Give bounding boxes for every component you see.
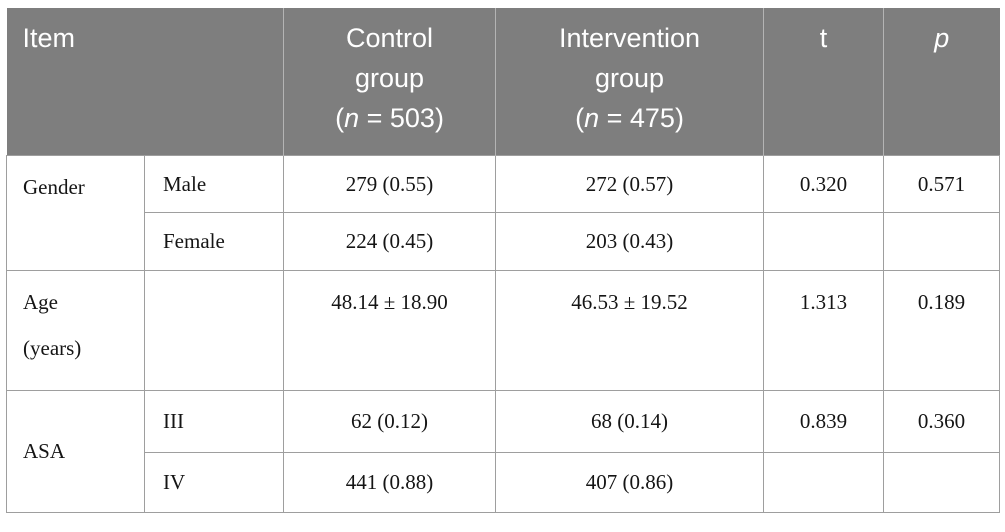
demographics-table: Item Control group (n = 503) Interventio… (6, 8, 1001, 513)
cell-sub-female: Female (143, 211, 285, 271)
cell-female-p-empty (883, 211, 1001, 271)
cell-female-control-value: 224 (0.45) (283, 211, 497, 271)
cell-asa-iii-control-value: 62 (0.12) (283, 389, 497, 453)
column-header-item: Item (6, 8, 284, 155)
column-header-p-value: p (883, 8, 1000, 155)
cell-sub-male: Male (143, 154, 285, 213)
t-label: t (819, 23, 828, 53)
cell-category-gender: Gender (6, 154, 145, 271)
table-row-age: Age (years) 48.14 ± 18.90 46.53 ± 19.52 … (6, 269, 1001, 391)
control-group-n: (n = 503) (335, 103, 444, 133)
cell-age-p-value: 0.189 (883, 269, 1001, 391)
cell-age-control-value: 48.14 ± 18.90 (283, 269, 497, 391)
cell-gender-p-value: 0.571 (883, 154, 1001, 213)
column-header-item-label: Item (22, 23, 76, 53)
cell-gender-t-value: 0.320 (763, 154, 885, 213)
column-header-intervention-group: Intervention group (n = 475) (495, 8, 764, 155)
cell-asa-iv-control-value: 441 (0.88) (283, 451, 497, 513)
cell-age-t-value: 1.313 (763, 269, 885, 391)
n-symbol: n (344, 103, 360, 133)
cell-age-intervention-value: 46.53 ± 19.52 (495, 269, 765, 391)
cell-category-asa: ASA (6, 389, 145, 513)
table-row-asa-iv: IV 441 (0.88) 407 (0.86) (7, 451, 1001, 513)
cell-male-control-value: 279 (0.55) (283, 154, 497, 213)
p-label: p (934, 23, 950, 53)
cell-asa-iv-t-empty (763, 451, 885, 513)
column-header-control-group: Control group (n = 503) (283, 8, 496, 155)
table-row-gender-male: Gender Male 279 (0.55) 272 (0.57) 0.320 … (6, 154, 1001, 271)
column-header-t-statistic: t (763, 8, 884, 155)
n-symbol: n (584, 103, 600, 133)
cell-female-t-empty (763, 211, 885, 271)
header-row: Item Control group (n = 503) Interventio… (6, 8, 1000, 155)
cell-asa-t-value: 0.839 (763, 389, 885, 453)
intervention-group-n: (n = 475) (575, 103, 684, 133)
cell-asa-iii-intervention-value: 68 (0.14) (495, 389, 765, 453)
cell-category-age-years: Age (years) (6, 269, 145, 391)
cell-sub-asa-iii: III (143, 389, 285, 453)
cell-female-intervention-value: 203 (0.43) (495, 211, 765, 271)
cell-sub-asa-iv: IV (143, 451, 285, 513)
cell-male-intervention-value: 272 (0.57) (495, 154, 765, 213)
intervention-group-title: Intervention group (558, 23, 701, 93)
cell-asa-iv-p-empty (883, 451, 1001, 513)
control-group-title: Control group (345, 23, 434, 93)
table-row-asa-iii: ASA III 62 (0.12) 68 (0.14) 0.839 0.360 (6, 389, 1001, 513)
demographics-table-container: Item Control group (n = 503) Interventio… (6, 8, 1001, 513)
cell-asa-iv-intervention-value: 407 (0.86) (495, 451, 765, 513)
cell-age-sub-empty (143, 269, 285, 391)
cell-asa-p-value: 0.360 (883, 389, 1001, 453)
table-row-gender-female: Female 224 (0.45) 203 (0.43) (7, 211, 1001, 271)
